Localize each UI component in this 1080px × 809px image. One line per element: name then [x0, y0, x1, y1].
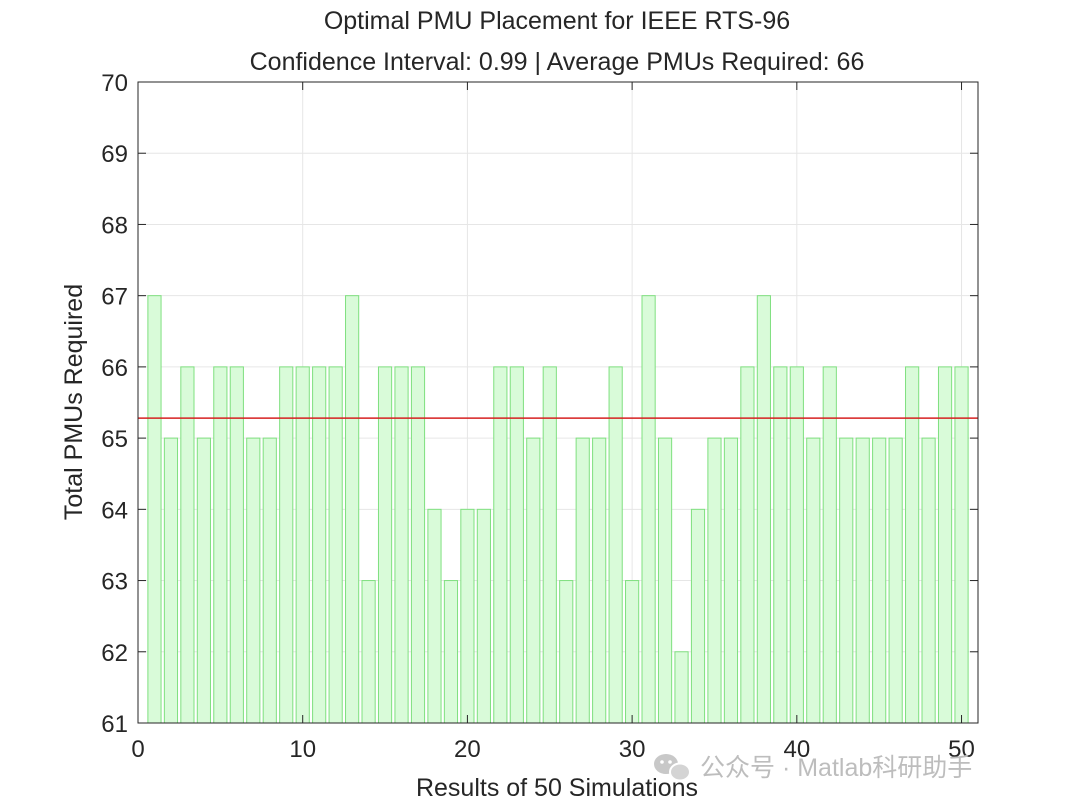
- x-tick-label: 40: [783, 736, 810, 763]
- bar: [855, 437, 870, 724]
- bar: [443, 580, 459, 724]
- bar: [163, 437, 179, 724]
- bar: [888, 437, 903, 724]
- y-tick-label: 68: [101, 212, 128, 239]
- bar: [509, 366, 524, 724]
- bar: [246, 437, 261, 724]
- axes: [137, 81, 979, 724]
- bar: [279, 366, 294, 724]
- x-tick-label: 50: [948, 736, 975, 763]
- bar: [592, 437, 607, 724]
- chart-title: Optimal PMU Placement for IEEE RTS-96: [324, 7, 790, 35]
- bar: [723, 437, 739, 724]
- bar: [394, 366, 409, 724]
- x-tick-label: 30: [619, 736, 646, 763]
- bar: [707, 437, 722, 724]
- bar: [427, 508, 442, 724]
- y-tick-label: 67: [101, 284, 128, 311]
- bar: [476, 508, 491, 724]
- bar: [345, 295, 360, 724]
- bar: [196, 437, 211, 724]
- bar: [905, 366, 920, 724]
- y-tick-label: 63: [101, 569, 128, 596]
- bar: [822, 366, 837, 724]
- bar: [526, 437, 541, 724]
- bar: [773, 366, 788, 724]
- wechat-icon: [654, 754, 691, 782]
- axes-box: [137, 81, 979, 724]
- bar: [756, 295, 771, 724]
- bar: [806, 437, 821, 724]
- y-tick-label: 64: [101, 497, 128, 524]
- bar: [460, 508, 475, 724]
- bar: [312, 366, 327, 724]
- bar: [493, 366, 508, 724]
- bar: [657, 437, 673, 724]
- bar: [575, 437, 590, 724]
- bars: [147, 295, 969, 724]
- y-tick-label: 62: [101, 640, 128, 667]
- bar: [213, 366, 228, 724]
- bar: [180, 366, 195, 724]
- bar: [295, 366, 310, 724]
- bar: [147, 295, 162, 724]
- x-axis-label: Results of 50 Simulations: [416, 774, 698, 802]
- y-tick-label: 70: [101, 70, 128, 97]
- x-tick-label: 10: [289, 736, 316, 763]
- bar: [937, 366, 953, 724]
- x-tick-labels: 0 10 20 30 40 50: [131, 736, 975, 763]
- bar: [674, 651, 689, 724]
- y-tick-labels: 61 62 63 64 65 66 67 68 69 70: [101, 70, 128, 738]
- y-axis-label: Total PMUs Required: [60, 284, 88, 520]
- bar: [410, 366, 426, 724]
- x-tick-label: 0: [131, 736, 144, 763]
- watermark-text: 公众号 · Matlab科研助手: [700, 754, 972, 782]
- bar: [361, 580, 376, 724]
- bar: [690, 508, 706, 724]
- y-tick-label: 69: [101, 141, 128, 168]
- bar: [328, 366, 343, 724]
- bar: [625, 580, 640, 724]
- y-tick-label: 61: [101, 711, 128, 738]
- bar: [229, 366, 244, 724]
- bar: [954, 366, 969, 724]
- bar: [740, 366, 755, 724]
- bar: [789, 366, 804, 724]
- bar: [542, 366, 557, 724]
- bar: [559, 580, 574, 724]
- bar: [872, 437, 887, 724]
- y-tick-label: 65: [101, 426, 128, 453]
- bar: [262, 437, 277, 724]
- chart-subtitle: Confidence Interval: 0.99 | Average PMUs…: [250, 48, 865, 76]
- bar: [608, 366, 623, 724]
- y-tick-label: 66: [101, 355, 128, 382]
- bar: [921, 437, 936, 724]
- bar: [641, 295, 656, 724]
- watermark: 公众号 · Matlab科研助手: [654, 754, 972, 782]
- bar: [839, 437, 854, 724]
- x-tick-label: 20: [454, 736, 481, 763]
- bar: [377, 366, 393, 724]
